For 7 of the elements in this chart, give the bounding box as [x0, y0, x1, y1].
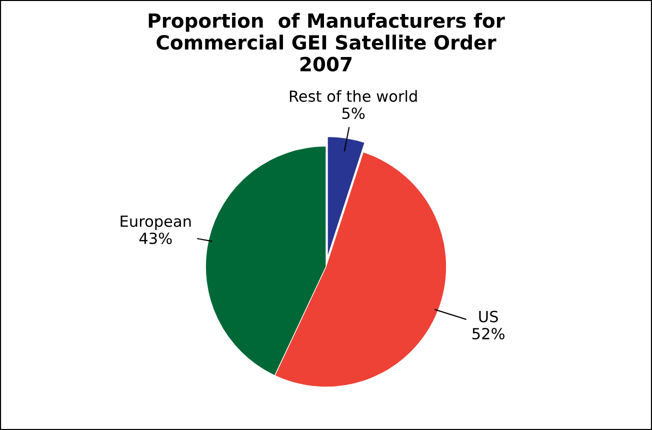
chart-title: Proportion of Manufacturers for Commercial GEI Satellite Order 2007	[148, 12, 505, 72]
slice-label: Rest of the world	[290, 90, 417, 102]
slice-label: US	[479, 310, 498, 322]
data-label: 43%	[139, 232, 172, 244]
data-label: 52%	[472, 328, 504, 340]
data-label: 5%	[342, 107, 365, 120]
slice-label: European	[120, 216, 191, 230]
